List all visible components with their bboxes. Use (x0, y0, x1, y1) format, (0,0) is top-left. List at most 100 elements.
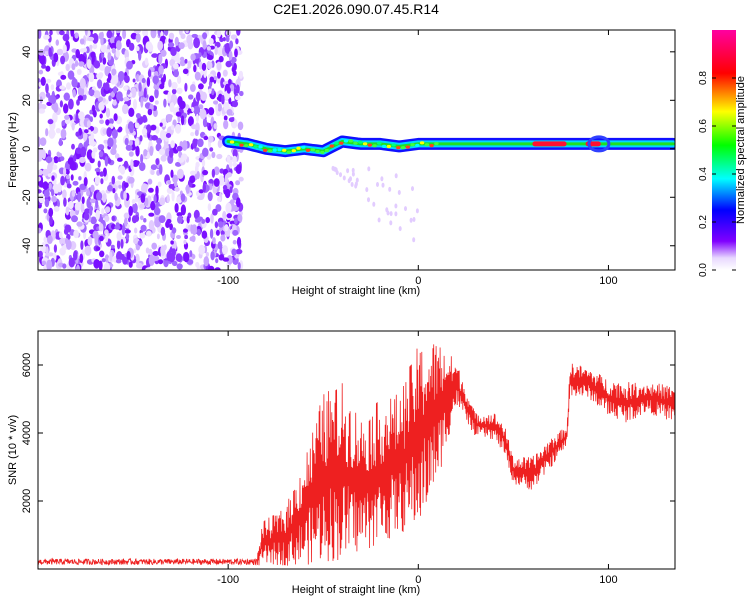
noise-speck (190, 132, 195, 137)
signal-hotspot (429, 144, 434, 148)
noise-speck (87, 36, 95, 42)
noise-speck (42, 168, 50, 177)
noise-speck (38, 227, 42, 234)
noise-speck (412, 237, 416, 243)
noise-speck (138, 162, 146, 172)
signal-hotspot (320, 150, 325, 154)
noise-speck (116, 231, 122, 241)
noise-speck (104, 206, 111, 213)
noise-speck (176, 168, 184, 179)
noise-speck (138, 82, 142, 92)
noise-speck (71, 122, 75, 131)
noise-speck (169, 223, 174, 231)
noise-speck (187, 116, 194, 127)
noise-speck (214, 45, 218, 56)
colorbar: 0.0 0.2 0.4 0.6 0.8 Normalized spectral ampl… (698, 30, 747, 277)
noise-speck (166, 194, 170, 204)
noise-speck (74, 202, 81, 211)
noise-speck (97, 96, 104, 102)
noise-speck (347, 178, 351, 184)
signal-hotspot (434, 142, 439, 146)
noise-speck (134, 122, 140, 129)
noise-speck (223, 119, 229, 130)
noise-speck (148, 187, 154, 193)
noise-speck (216, 45, 224, 56)
noise-speck (158, 65, 164, 75)
noise-speck (342, 175, 346, 181)
noise-speck (198, 83, 204, 90)
noise-speck (90, 216, 97, 225)
noise-speck (233, 217, 238, 225)
noise-speck (236, 236, 242, 247)
noise-speck (113, 113, 118, 122)
noise-speck (59, 85, 65, 90)
noise-speck (394, 173, 398, 179)
noise-speck (158, 215, 166, 224)
noise-speck (62, 263, 67, 269)
noise-speck (79, 253, 84, 264)
noise-speck (96, 191, 103, 201)
spectrogram-panel: -100 0 100 -40 -20 0 20 40 Height of straight … (7, 29, 676, 297)
noise-speck (222, 184, 228, 191)
noise-speck (140, 215, 144, 221)
snr-x-tick-label: -100 (217, 574, 239, 586)
noise-speck (207, 191, 213, 202)
noise-speck (104, 215, 110, 222)
noise-speck (53, 244, 58, 253)
noise-speck (75, 113, 79, 125)
noise-speck (86, 188, 90, 196)
noise-speck (127, 176, 135, 184)
noise-speck (194, 147, 200, 153)
noise-speck (130, 159, 134, 170)
noise-speck (232, 149, 238, 158)
noise-speck (151, 53, 159, 58)
noise-speck (351, 171, 355, 177)
noise-speck (115, 35, 122, 43)
noise-speck (159, 83, 165, 90)
noise-speck (77, 86, 85, 97)
signal-blob (587, 135, 611, 153)
noise-speck (145, 41, 153, 51)
noise-speck (129, 139, 133, 146)
noise-speck (115, 30, 121, 34)
noise-speck (176, 235, 181, 239)
noise-speck (123, 160, 129, 168)
noise-speck (164, 30, 169, 36)
noise-speck (89, 198, 97, 204)
noise-speck (110, 244, 115, 249)
noise-speck (220, 234, 226, 242)
noise-speck (126, 250, 131, 260)
noise-speck (211, 168, 216, 178)
noise-speck (181, 153, 188, 161)
noise-speck (155, 202, 159, 214)
noise-speck (73, 250, 78, 261)
noise-speck (38, 69, 44, 75)
noise-speck (229, 186, 233, 194)
noise-speck (217, 71, 221, 79)
noise-speck (67, 157, 75, 166)
noise-speck (115, 49, 120, 58)
noise-speck (140, 224, 147, 232)
noise-speck (225, 60, 232, 68)
noise-speck (213, 166, 220, 176)
signal-hotspot (277, 148, 282, 152)
noise-speck (133, 248, 137, 254)
noise-speck (208, 38, 214, 45)
noise-speck (415, 208, 419, 214)
noise-speck (189, 175, 196, 184)
noise-speck (203, 256, 210, 267)
noise-speck (160, 245, 166, 257)
noise-speck (150, 164, 157, 171)
noise-speck (65, 63, 70, 72)
noise-speck (376, 182, 379, 187)
noise-speck (388, 186, 392, 192)
noise-speck (123, 96, 130, 102)
noise-speck (367, 197, 370, 203)
snr-y-ticks: 2000 4000 6000 (21, 353, 675, 513)
noise-speck (202, 169, 209, 176)
noise-speck (198, 244, 206, 255)
noise-speck (43, 34, 50, 40)
noise-speck (134, 227, 138, 234)
noise-speck (229, 199, 235, 205)
